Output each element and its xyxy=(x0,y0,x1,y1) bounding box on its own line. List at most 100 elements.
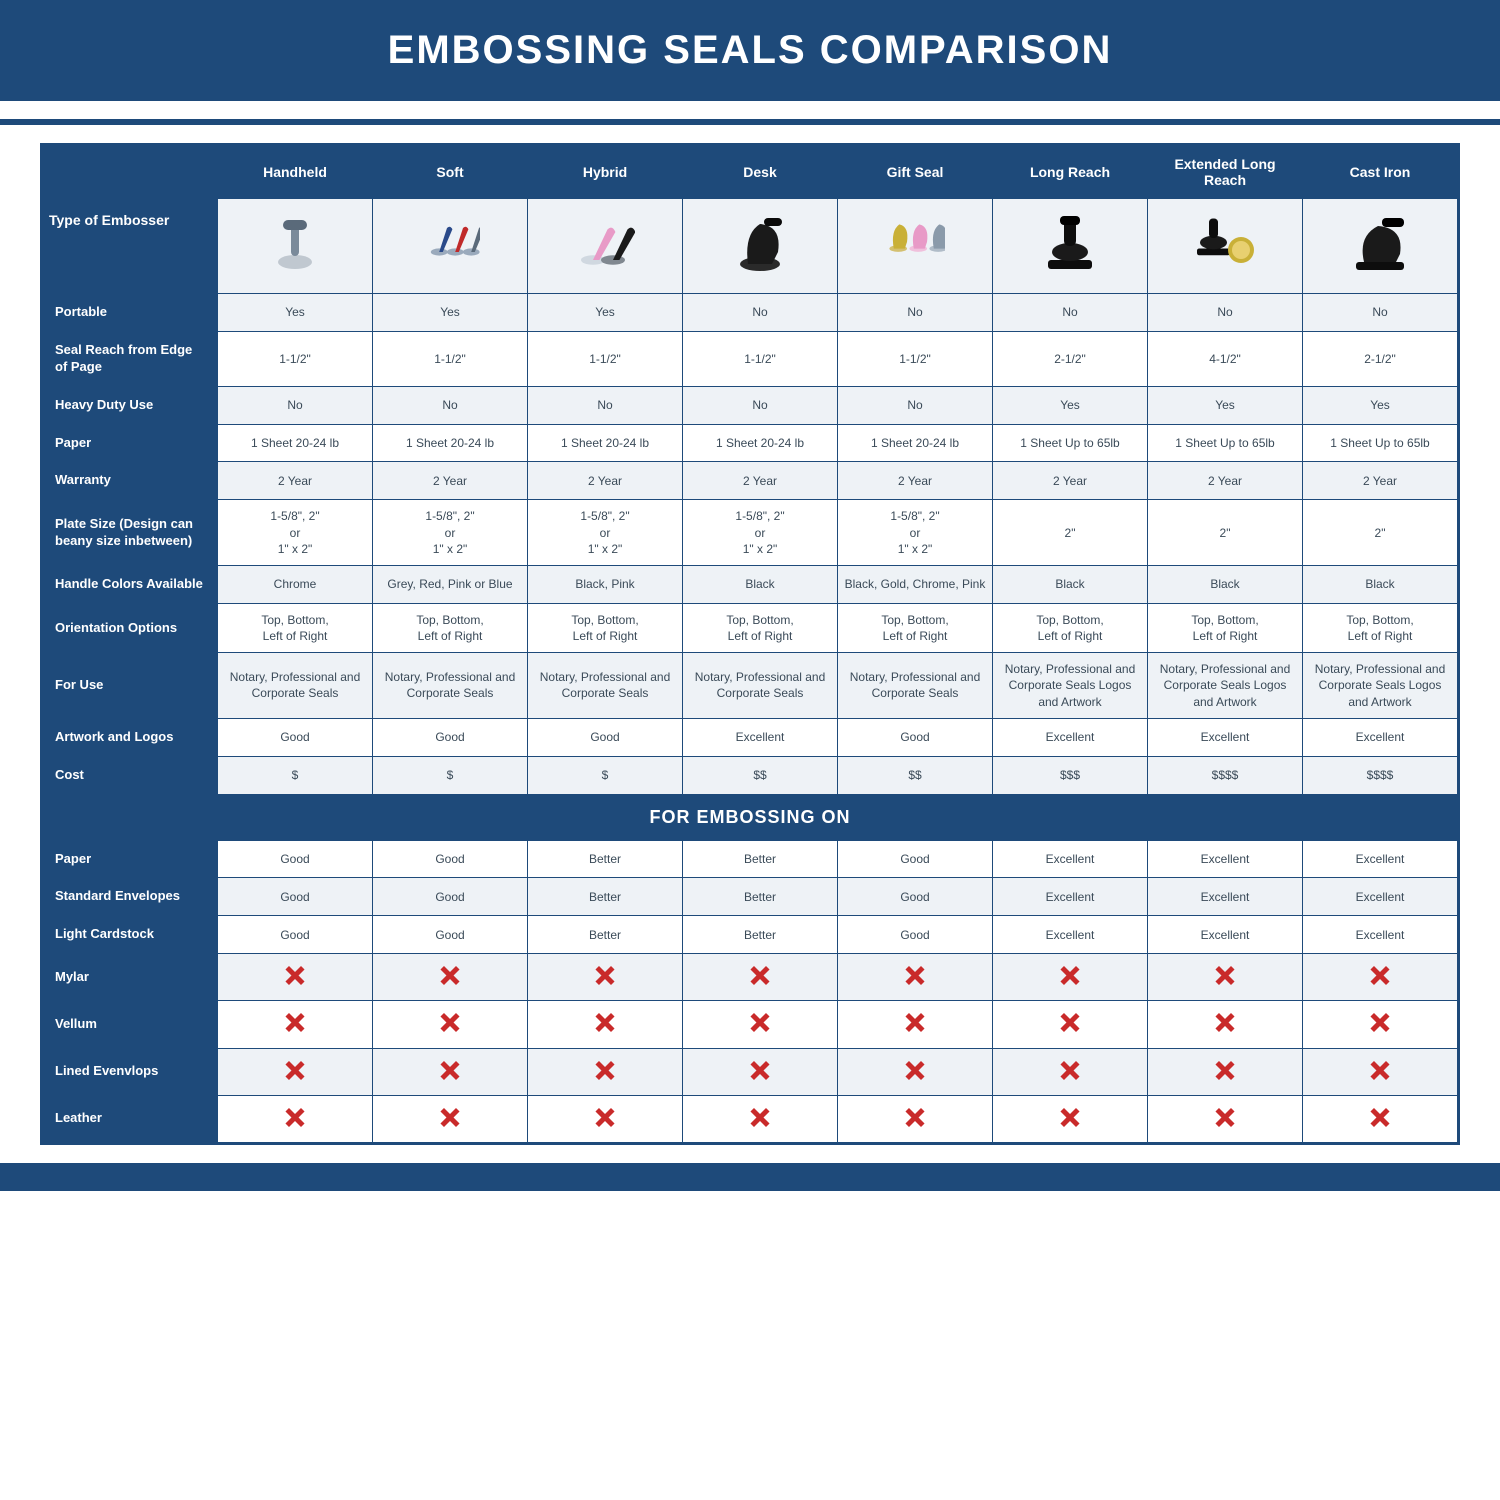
table-row: PaperGoodGoodBetterBetterGoodExcellentEx… xyxy=(43,840,1458,878)
table-cell: Black, Pink xyxy=(528,565,683,603)
x-mark-icon xyxy=(1212,962,1238,988)
product-icon-cell xyxy=(528,199,683,294)
table-cell: Top, Bottom,Left of Right xyxy=(683,603,838,652)
table-cell: No xyxy=(528,386,683,424)
table-cell: Good xyxy=(528,718,683,756)
table-cell: No xyxy=(218,386,373,424)
table-cell: $ xyxy=(373,756,528,794)
divider-top xyxy=(0,119,1500,125)
table-row: Handle Colors AvailableChromeGrey, Red, … xyxy=(43,565,1458,603)
table-cell: Good xyxy=(218,840,373,878)
table-cell: $$ xyxy=(683,756,838,794)
table-cell: 2 Year xyxy=(683,462,838,500)
x-mark-icon xyxy=(592,1104,618,1130)
table-cell: 2-1/2" xyxy=(1303,331,1458,386)
x-mark-icon xyxy=(1367,962,1393,988)
table-row: Seal Reach from Edge of Page1-1/2"1-1/2"… xyxy=(43,331,1458,386)
table-cell xyxy=(1148,1095,1303,1142)
table-cell: Black, Gold, Chrome, Pink xyxy=(838,565,993,603)
gift-seal-embosser-icon xyxy=(885,214,945,274)
x-mark-icon xyxy=(1212,1057,1238,1083)
table-cell: Notary, Professional and Corporate Seals xyxy=(373,653,528,719)
table-cell: Notary, Professional and Corporate Seals xyxy=(838,653,993,719)
table-body-main: PortableYesYesYesNoNoNoNoNoSeal Reach fr… xyxy=(43,294,1458,795)
table-cell xyxy=(1148,1048,1303,1095)
col-header: Hybrid xyxy=(528,146,683,199)
table-cell xyxy=(1303,1001,1458,1048)
section-header-body: FOR EMBOSSING ON xyxy=(43,794,1458,840)
table-cell: 2 Year xyxy=(528,462,683,500)
table-cell: Good xyxy=(373,916,528,954)
row-label: Standard Envelopes xyxy=(43,878,218,916)
table-cell: No xyxy=(838,386,993,424)
table-cell: Top, Bottom,Left of Right xyxy=(528,603,683,652)
product-icon-cell xyxy=(1148,199,1303,294)
table-cell: Notary, Professional and Corporate Seals xyxy=(218,653,373,719)
table-cell xyxy=(993,1048,1148,1095)
cast-iron-embosser-icon xyxy=(1350,214,1410,274)
row-label: Orientation Options xyxy=(43,603,218,652)
x-mark-icon xyxy=(1367,1057,1393,1083)
table-cell: 4-1/2" xyxy=(1148,331,1303,386)
product-icon-cell xyxy=(373,199,528,294)
table-row: PortableYesYesYesNoNoNoNoNo xyxy=(43,294,1458,332)
table-row: Lined Evenvlops xyxy=(43,1048,1458,1095)
table-cell: Chrome xyxy=(218,565,373,603)
table-cell: 2 Year xyxy=(993,462,1148,500)
table-cell xyxy=(838,1095,993,1142)
x-mark-icon xyxy=(747,1009,773,1035)
row-label: For Use xyxy=(43,653,218,719)
row-label: Plate Size (Design can beany size inbetw… xyxy=(43,500,218,566)
table-cell xyxy=(1148,1001,1303,1048)
table-cell: 1-1/2" xyxy=(838,331,993,386)
table-cell xyxy=(683,954,838,1001)
table-cell: 1 Sheet 20-24 lb xyxy=(218,424,373,462)
table-cell: Excellent xyxy=(1148,840,1303,878)
desk-embosser-icon xyxy=(730,214,790,274)
x-mark-icon xyxy=(902,1057,928,1083)
section-title: FOR EMBOSSING ON xyxy=(43,794,1458,840)
table-cell: $ xyxy=(528,756,683,794)
table-row: Mylar xyxy=(43,954,1458,1001)
table-cell: Yes xyxy=(218,294,373,332)
col-header: Extended Long Reach xyxy=(1148,146,1303,199)
table-cell: Good xyxy=(838,840,993,878)
table-cell: Excellent xyxy=(1148,718,1303,756)
table-cell: $$$ xyxy=(993,756,1148,794)
table-cell: Top, Bottom,Left of Right xyxy=(1303,603,1458,652)
x-mark-icon xyxy=(747,1057,773,1083)
table-header-row: Type of Embosser Handheld Soft Hybrid De… xyxy=(43,146,1458,199)
page-title: EMBOSSING SEALS COMPARISON xyxy=(0,0,1500,101)
comparison-table: Type of Embosser Handheld Soft Hybrid De… xyxy=(42,145,1458,1143)
product-icon-cell xyxy=(218,199,373,294)
col-header: Cast Iron xyxy=(1303,146,1458,199)
table-cell xyxy=(218,1001,373,1048)
table-cell: Top, Bottom,Left of Right xyxy=(838,603,993,652)
table-cell: Better xyxy=(683,878,838,916)
table-cell: 1-1/2" xyxy=(373,331,528,386)
soft-embosser-icon xyxy=(420,214,480,274)
table-cell xyxy=(993,1095,1148,1142)
table-cell: Black xyxy=(683,565,838,603)
table-row: Heavy Duty UseNoNoNoNoNoYesYesYes xyxy=(43,386,1458,424)
table-row: Orientation Options Top, Bottom,Left of R… xyxy=(43,603,1458,652)
x-mark-icon xyxy=(902,1009,928,1035)
table-cell: $$$$ xyxy=(1303,756,1458,794)
table-row: Paper1 Sheet 20-24 lb1 Sheet 20-24 lb1 S… xyxy=(43,424,1458,462)
table-cell: Excellent xyxy=(1303,840,1458,878)
table-cell: Better xyxy=(683,840,838,878)
extended-long-reach-embosser-icon xyxy=(1195,214,1255,274)
table-cell: 1 Sheet 20-24 lb xyxy=(373,424,528,462)
hybrid-embosser-icon xyxy=(575,214,635,274)
table-cell: Better xyxy=(528,878,683,916)
table-cell: Yes xyxy=(528,294,683,332)
table-cell: Good xyxy=(838,718,993,756)
table-cell: Excellent xyxy=(1303,916,1458,954)
table-cell: Good xyxy=(373,878,528,916)
table-cell: No xyxy=(683,294,838,332)
table-cell: Black xyxy=(1148,565,1303,603)
table-cell: No xyxy=(838,294,993,332)
table-cell: 1-5/8", 2"or1" x 2" xyxy=(838,500,993,566)
table-cell: Black xyxy=(993,565,1148,603)
table-cell: Excellent xyxy=(993,718,1148,756)
